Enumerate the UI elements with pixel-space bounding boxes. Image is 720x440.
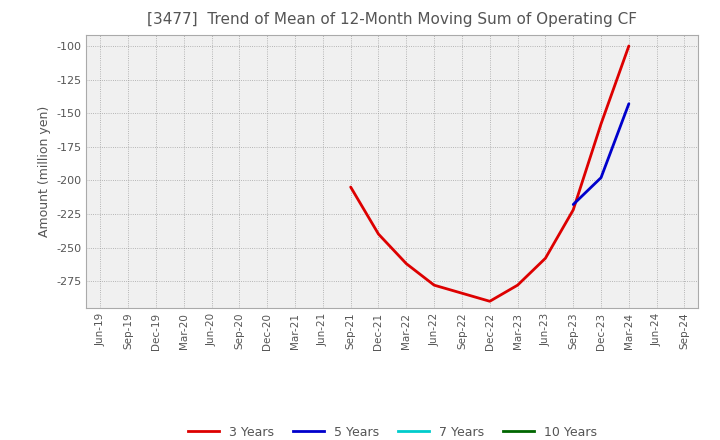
Title: [3477]  Trend of Mean of 12-Month Moving Sum of Operating CF: [3477] Trend of Mean of 12-Month Moving … [148,12,637,27]
Y-axis label: Amount (million yen): Amount (million yen) [37,106,50,237]
Legend: 3 Years, 5 Years, 7 Years, 10 Years: 3 Years, 5 Years, 7 Years, 10 Years [183,421,602,440]
